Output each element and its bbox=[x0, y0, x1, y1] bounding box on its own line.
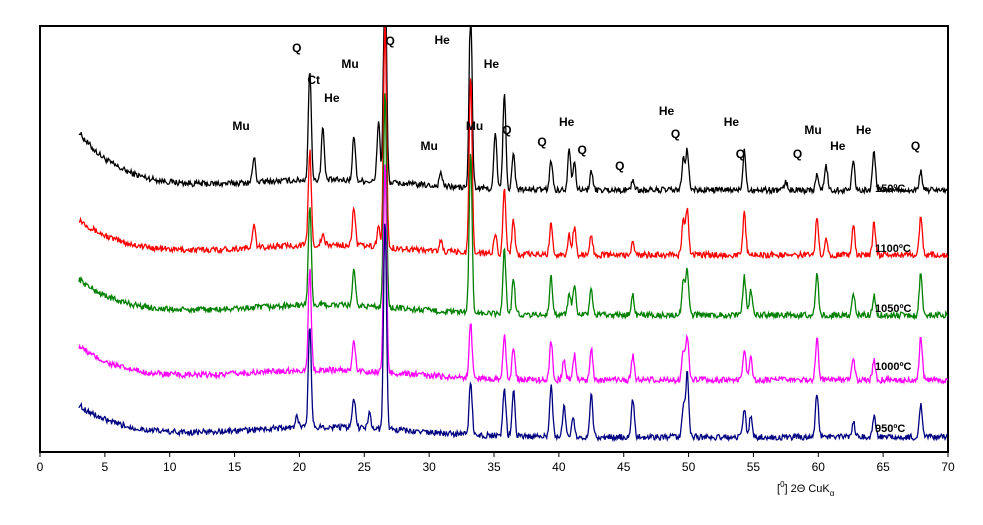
x-tick-label-6: 30 bbox=[422, 460, 436, 474]
phase-label-16: Q bbox=[671, 127, 680, 141]
x-tick-label-2: 10 bbox=[163, 460, 177, 474]
x-tick-label-13: 65 bbox=[876, 460, 890, 474]
phase-label-15: He bbox=[659, 104, 675, 118]
phase-label-0: Q bbox=[292, 41, 301, 55]
series-line-0 bbox=[78, 26, 949, 196]
x-tick-label-8: 40 bbox=[552, 460, 566, 474]
phase-label-4: Mu bbox=[232, 119, 249, 133]
temperature-labels: 150ºC 1100ºC 1050ºC 1000ºC 950ºC bbox=[875, 183, 911, 435]
phase-label-7: He bbox=[484, 57, 500, 71]
x-tick-label-11: 55 bbox=[747, 460, 761, 474]
x-axis-title-sub: α bbox=[830, 489, 835, 498]
phase-label-6: He bbox=[434, 33, 450, 47]
phase-label-20: Mu bbox=[804, 123, 821, 137]
phase-label-5: Q bbox=[386, 34, 395, 48]
x-tick-label-0: 0 bbox=[37, 460, 44, 474]
phase-label-23: Q bbox=[911, 139, 920, 153]
x-tick-label-4: 20 bbox=[293, 460, 307, 474]
x-tick-label-10: 50 bbox=[682, 460, 696, 474]
phase-label-19: Q bbox=[793, 147, 802, 161]
x-tick-label-3: 15 bbox=[228, 460, 242, 474]
series-line-4 bbox=[78, 223, 949, 443]
phase-label-13: Q bbox=[578, 143, 587, 157]
phase-label-9: Mu bbox=[466, 119, 483, 133]
x-tick-label-12: 60 bbox=[812, 460, 826, 474]
x-axis: 0 5 10 15 20 25 30 35 40 45 50 55 60 65 70 bbox=[37, 452, 955, 474]
x-axis-title-middle: ] 2Θ CuK bbox=[785, 483, 831, 495]
x-tick-label-9: 45 bbox=[617, 460, 631, 474]
series-line-2 bbox=[78, 93, 949, 321]
series-label-3: 1000ºC bbox=[875, 361, 911, 373]
phase-label-14: Q bbox=[615, 159, 624, 173]
phase-label-17: He bbox=[724, 115, 740, 129]
phase-label-8: Mu bbox=[420, 139, 437, 153]
series-layer bbox=[78, 26, 949, 443]
phase-label-12: He bbox=[559, 115, 575, 129]
phase-label-1: Ct bbox=[307, 73, 320, 87]
series-line-3 bbox=[78, 164, 949, 386]
series-line-1 bbox=[78, 26, 949, 261]
series-label-2: 1050ºC bbox=[875, 303, 911, 315]
x-tick-label-5: 25 bbox=[358, 460, 372, 474]
x-axis-title: [0] 2Θ CuKα bbox=[777, 480, 835, 498]
x-axis-title-degree: 0 bbox=[780, 480, 785, 489]
phase-label-2: Mu bbox=[341, 57, 358, 71]
series-label-0: 150ºC bbox=[875, 183, 905, 195]
phase-label-18: Q bbox=[736, 147, 745, 161]
series-label-1: 1100ºC bbox=[875, 243, 911, 255]
x-axis-title-prefix: [ bbox=[777, 483, 780, 495]
x-tick-label-14: 70 bbox=[941, 460, 955, 474]
phase-label-10: Q bbox=[502, 123, 511, 137]
phase-label-22: He bbox=[856, 123, 872, 137]
series-label-4: 950ºC bbox=[875, 423, 905, 435]
x-tick-label-1: 5 bbox=[102, 460, 109, 474]
phase-label-11: Q bbox=[537, 135, 546, 149]
phase-label-21: He bbox=[830, 139, 846, 153]
phase-label-3: He bbox=[324, 91, 340, 105]
x-tick-label-7: 35 bbox=[487, 460, 501, 474]
